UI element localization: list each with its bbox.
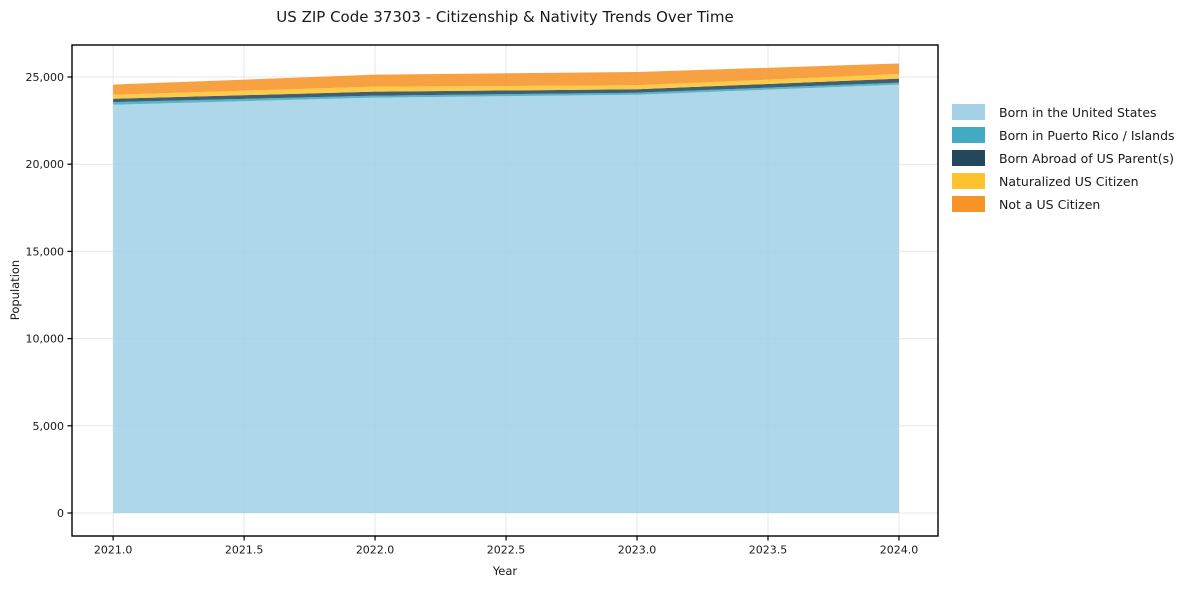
legend-swatch	[952, 173, 985, 189]
y-tick-label: 20,000	[26, 158, 65, 171]
x-tick-label: 2022.0	[356, 544, 395, 557]
legend-label: Not a US Citizen	[999, 196, 1101, 212]
x-tick-label: 2023.5	[749, 544, 788, 557]
x-tick-label: 2024.0	[880, 544, 919, 557]
legend-label: Naturalized US Citizen	[999, 173, 1139, 189]
y-axis-label: Population	[8, 259, 22, 321]
y-tick-label: 25,000	[26, 71, 65, 84]
area-series-3	[113, 73, 899, 99]
x-tick-label: 2021.0	[94, 544, 133, 557]
legend-label: Born in the United States	[999, 104, 1157, 120]
area-series-1	[113, 82, 899, 105]
area-series-2	[113, 78, 899, 103]
axis-ticks: 2021.0 2021.5 2022.0 2022.5 2023.0 2023.5 2024…	[26, 71, 919, 557]
chart-title: US ZIP Code 37303 - Citizenship & Nativi…	[276, 8, 734, 26]
area-series-0	[113, 84, 899, 513]
plot-border	[71, 44, 939, 537]
legend-swatch	[952, 196, 985, 212]
area-series-4	[113, 63, 899, 95]
legend-item: Born Abroad of US Parent(s)	[952, 150, 1175, 166]
y-tick-label: 15,000	[26, 245, 65, 258]
legend: Born in the United States Born in Puerto …	[952, 104, 1175, 219]
x-tick-label: 2023.0	[618, 544, 657, 557]
legend-swatch	[952, 127, 985, 143]
legend-item: Naturalized US Citizen	[952, 173, 1175, 189]
x-tick-label: 2021.5	[225, 544, 264, 557]
y-tick-label: 10,000	[26, 333, 65, 346]
y-tick-label: 0	[57, 507, 64, 520]
legend-item: Not a US Citizen	[952, 196, 1175, 212]
legend-label: Born Abroad of US Parent(s)	[999, 150, 1174, 166]
stacked-areas	[113, 63, 899, 513]
legend-item: Born in the United States	[952, 104, 1175, 120]
x-axis-label: Year	[492, 564, 518, 578]
legend-item: Born in Puerto Rico / Islands	[952, 127, 1175, 143]
legend-label: Born in Puerto Rico / Islands	[999, 127, 1175, 143]
x-tick-label: 2022.5	[487, 544, 526, 557]
legend-swatch	[952, 150, 985, 166]
y-tick-label: 5,000	[33, 420, 65, 433]
legend-swatch	[952, 104, 985, 120]
